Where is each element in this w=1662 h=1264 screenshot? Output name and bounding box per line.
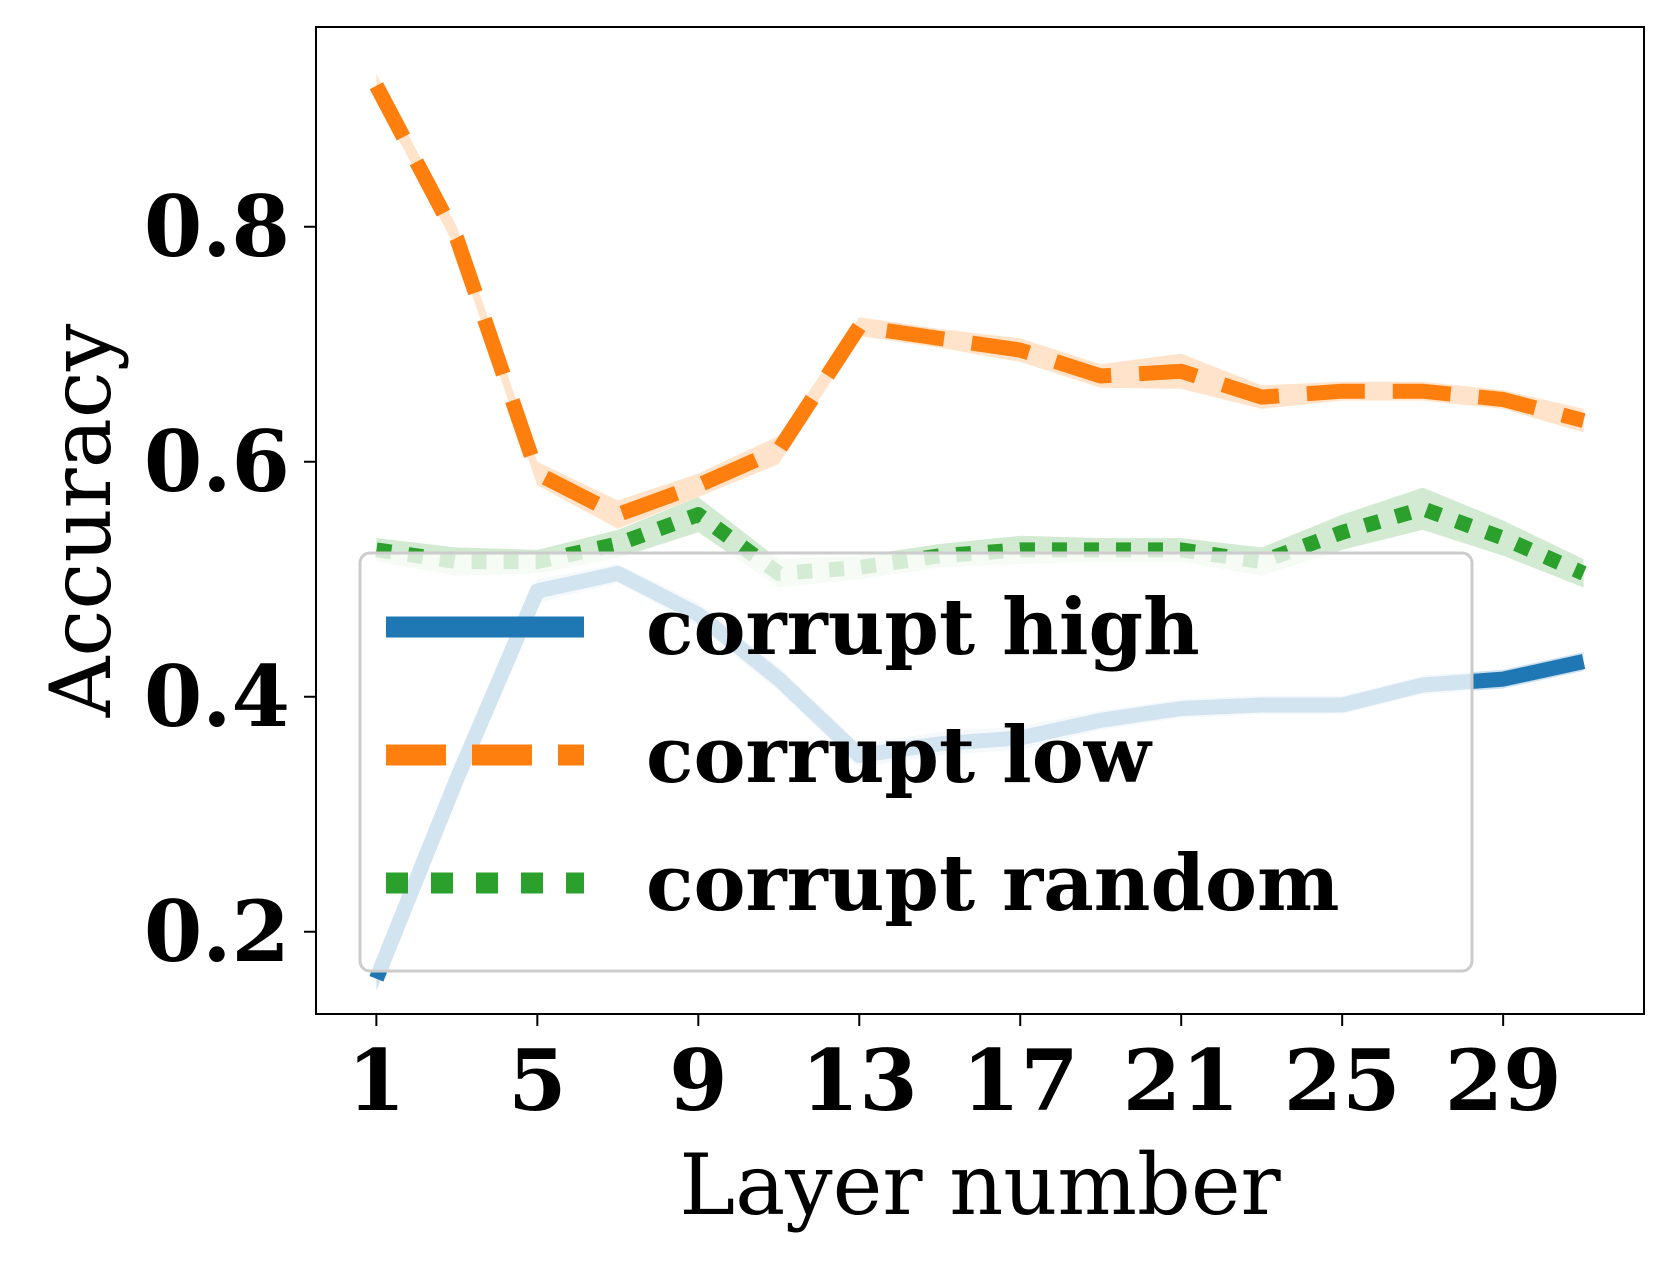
x-axis-title: Layer number: [679, 1136, 1281, 1234]
y-tick-label: 0.8: [144, 177, 290, 276]
legend-label-corrupt-random: corrupt random: [646, 838, 1340, 929]
x-tick-label: 9: [669, 1031, 727, 1130]
y-tick-label: 0.4: [144, 647, 290, 746]
y-tick-label: 0.6: [144, 412, 290, 511]
y-tick-label: 0.2: [144, 882, 290, 981]
legend: corrupt high corrupt low corrupt random: [360, 553, 1472, 971]
x-tick-label: 29: [1445, 1031, 1562, 1130]
x-tick-label: 5: [508, 1031, 566, 1130]
x-tick-label: 25: [1284, 1031, 1401, 1130]
x-tick-label: 1: [347, 1031, 405, 1130]
x-tick-label: 17: [962, 1031, 1079, 1130]
x-tick-label: 13: [801, 1031, 918, 1130]
y-axis-title: Accuracy: [32, 323, 130, 718]
legend-label-corrupt-low: corrupt low: [646, 710, 1153, 801]
x-tick-label: 21: [1123, 1031, 1240, 1130]
legend-label-corrupt-high: corrupt high: [646, 582, 1200, 673]
